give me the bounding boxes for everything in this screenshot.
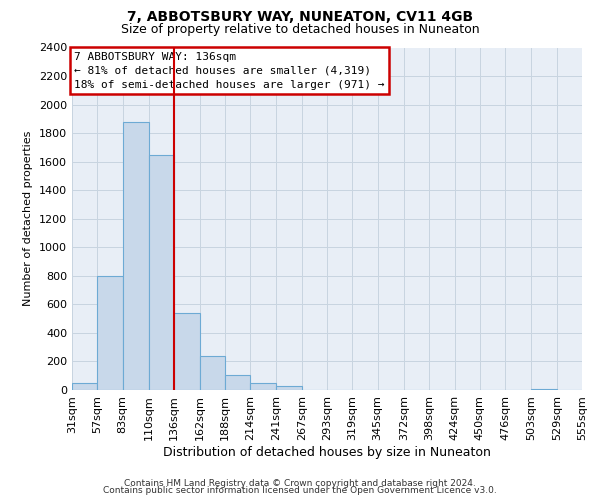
Bar bbox=[72, 383, 97, 390]
Bar bbox=[122, 122, 149, 390]
Title: 7, ABBOTSBURY WAY, NUNEATON, CV11 4GB
Size of property relative to detached hous: 7, ABBOTSBURY WAY, NUNEATON, CV11 4GB Si… bbox=[0, 499, 1, 500]
Text: 7 ABBOTSBURY WAY: 136sqm
← 81% of detached houses are smaller (4,319)
18% of sem: 7 ABBOTSBURY WAY: 136sqm ← 81% of detach… bbox=[74, 52, 385, 90]
Bar bbox=[97, 276, 122, 390]
Y-axis label: Number of detached properties: Number of detached properties bbox=[23, 131, 34, 306]
X-axis label: Distribution of detached houses by size in Nuneaton: Distribution of detached houses by size … bbox=[163, 446, 491, 458]
Bar bbox=[532, 388, 557, 390]
Bar bbox=[250, 383, 277, 390]
Text: Contains HM Land Registry data © Crown copyright and database right 2024.: Contains HM Land Registry data © Crown c… bbox=[124, 478, 476, 488]
Bar bbox=[225, 375, 250, 390]
Bar bbox=[277, 386, 302, 390]
Bar bbox=[149, 154, 174, 390]
Text: Size of property relative to detached houses in Nuneaton: Size of property relative to detached ho… bbox=[121, 22, 479, 36]
Bar bbox=[199, 356, 225, 390]
Bar bbox=[174, 313, 200, 390]
Text: 7, ABBOTSBURY WAY, NUNEATON, CV11 4GB: 7, ABBOTSBURY WAY, NUNEATON, CV11 4GB bbox=[127, 10, 473, 24]
Text: Contains public sector information licensed under the Open Government Licence v3: Contains public sector information licen… bbox=[103, 486, 497, 495]
